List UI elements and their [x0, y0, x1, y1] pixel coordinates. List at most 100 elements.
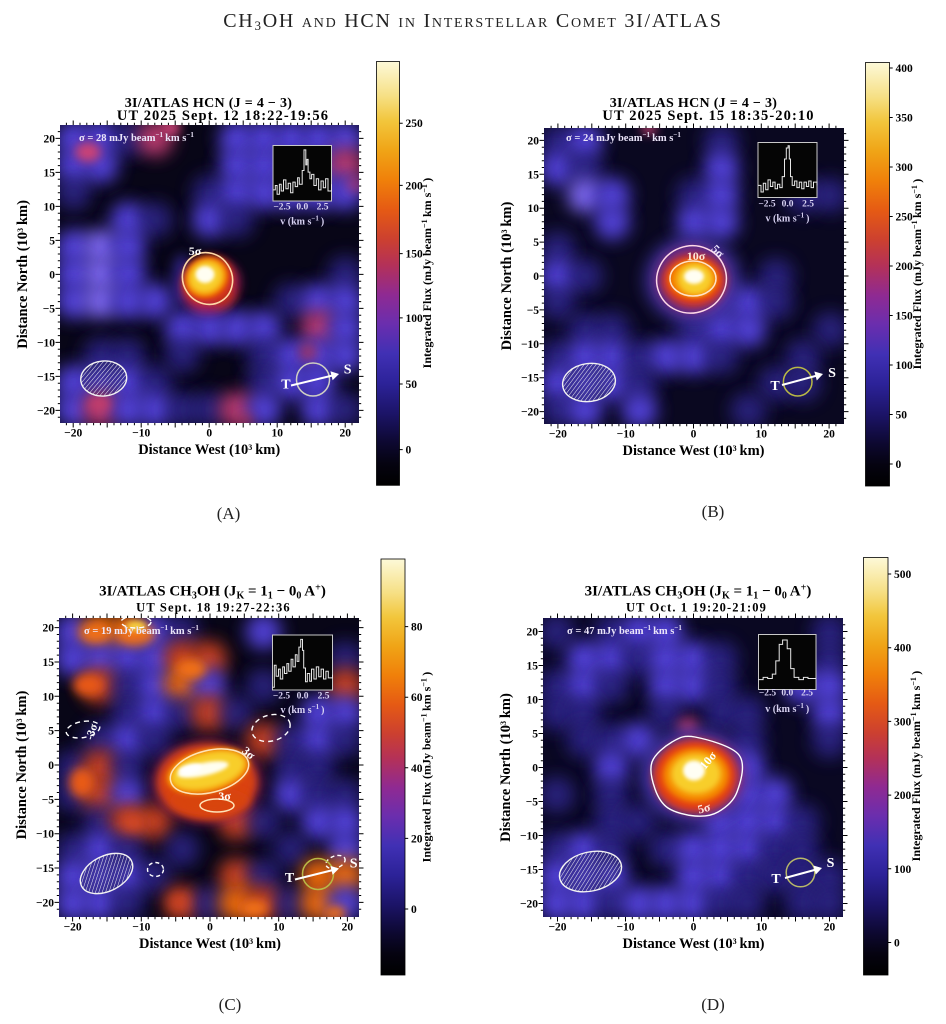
svg-text:0: 0 — [691, 429, 697, 441]
svg-text:Distance West (103 km): Distance West (103 km) — [623, 443, 765, 459]
svg-text:100: 100 — [894, 864, 912, 876]
svg-text:500: 500 — [894, 569, 912, 581]
svg-text:60: 60 — [411, 692, 423, 704]
svg-text:−15: −15 — [36, 863, 54, 875]
svg-text:20: 20 — [342, 922, 354, 934]
svg-text:0: 0 — [896, 459, 902, 471]
svg-text:−10: −10 — [132, 428, 150, 440]
svg-text:−20: −20 — [37, 405, 55, 417]
svg-text:5σ: 5σ — [696, 800, 712, 817]
svg-text:300: 300 — [894, 716, 912, 728]
svg-text:Distance West (103 km): Distance West (103 km) — [139, 936, 281, 952]
svg-text:−10: −10 — [36, 829, 54, 841]
svg-text:150: 150 — [406, 249, 424, 261]
svg-text:400: 400 — [896, 63, 914, 75]
svg-text:−10: −10 — [616, 922, 634, 934]
svg-text:200: 200 — [894, 790, 912, 802]
svg-text:−10: −10 — [617, 429, 635, 441]
svg-text:−20: −20 — [36, 897, 54, 909]
svg-text:400: 400 — [894, 643, 912, 655]
svg-text:UT Oct. 1 19:20-21:09: UT Oct. 1 19:20-21:09 — [626, 601, 767, 615]
svg-text:2.5: 2.5 — [801, 689, 813, 699]
svg-text:−20: −20 — [549, 429, 567, 441]
svg-text:σ = 24 mJy beam−1 km s−1: σ = 24 mJy beam−1 km s−1 — [566, 131, 683, 144]
svg-text:Integrated Flux (mJy beam−1 km: Integrated Flux (mJy beam−1 km s−1 ) — [420, 178, 434, 369]
svg-text:UT 2025 Sept. 12 18:22-19:56: UT 2025 Sept. 12 18:22-19:56 — [117, 108, 329, 124]
svg-text:0.0: 0.0 — [296, 203, 308, 213]
svg-text:200: 200 — [896, 261, 914, 273]
svg-text:10: 10 — [273, 922, 285, 934]
svg-text:50: 50 — [896, 410, 908, 422]
svg-text:(D): (D) — [701, 995, 725, 1014]
svg-text:0: 0 — [406, 445, 412, 457]
svg-text:−15: −15 — [520, 865, 538, 877]
svg-text:20: 20 — [824, 922, 836, 934]
svg-text:S: S — [828, 366, 836, 381]
svg-text:5: 5 — [48, 726, 54, 738]
svg-text:σ = 47 mJy beam−1 km s−1: σ = 47 mJy beam−1 km s−1 — [567, 624, 684, 637]
svg-text:0: 0 — [411, 904, 417, 916]
svg-text:3I/ATLAS HCN (J = 4 − 3): 3I/ATLAS HCN (J = 4 − 3) — [610, 96, 778, 111]
svg-text:0: 0 — [206, 428, 212, 440]
svg-text:350: 350 — [896, 113, 914, 125]
svg-text:20: 20 — [43, 623, 55, 635]
svg-text:−5: −5 — [526, 797, 539, 809]
svg-text:T: T — [770, 379, 780, 394]
svg-text:250: 250 — [896, 212, 914, 224]
svg-text:40: 40 — [411, 763, 423, 775]
svg-text:10: 10 — [528, 203, 540, 215]
svg-text:−5: −5 — [527, 305, 540, 317]
svg-text:S: S — [344, 363, 352, 378]
svg-text:−2.5: −2.5 — [759, 689, 777, 699]
svg-text:100: 100 — [406, 313, 424, 325]
svg-text:10σ: 10σ — [687, 249, 706, 263]
svg-text:0: 0 — [49, 269, 55, 281]
svg-text:20: 20 — [44, 133, 56, 145]
svg-text:3σ: 3σ — [218, 789, 231, 803]
svg-text:−10: −10 — [520, 831, 538, 843]
svg-text:20: 20 — [339, 428, 351, 440]
svg-text:Distance West (103 km): Distance West (103 km) — [623, 936, 765, 952]
svg-text:10: 10 — [756, 429, 768, 441]
svg-text:2.5: 2.5 — [802, 200, 814, 210]
svg-text:−20: −20 — [520, 899, 538, 911]
svg-text:80: 80 — [411, 622, 423, 634]
svg-text:3I/ATLAS CH3OH (JK = 11 − 00 A: 3I/ATLAS CH3OH (JK = 11 − 00 A+) — [585, 583, 812, 602]
svg-text:−10: −10 — [37, 337, 55, 349]
svg-text:Integrated Flux (mJy beam−1 km: Integrated Flux (mJy beam−1 km s−1 ) — [910, 179, 924, 370]
svg-text:Integrated Flux (mJy beam−1 km: Integrated Flux (mJy beam−1 km s−1 ) — [420, 672, 434, 863]
svg-text:10: 10 — [527, 695, 539, 707]
svg-text:20: 20 — [528, 135, 540, 147]
svg-text:20: 20 — [823, 429, 835, 441]
svg-text:S: S — [350, 857, 358, 872]
svg-text:UT 2025 Sept. 15 18:35-20:10: UT 2025 Sept. 15 18:35-20:10 — [602, 108, 814, 124]
svg-text:−10: −10 — [132, 922, 150, 934]
svg-text:200: 200 — [406, 180, 424, 192]
svg-text:0.0: 0.0 — [781, 689, 793, 699]
svg-text:0: 0 — [48, 760, 54, 772]
svg-text:0.0: 0.0 — [782, 200, 794, 210]
svg-text:0: 0 — [691, 922, 697, 934]
svg-text:10: 10 — [756, 922, 768, 934]
svg-text:3I/ATLAS CH3OH (JK = 11 − 00 A: 3I/ATLAS CH3OH (JK = 11 − 00 A+) — [99, 583, 326, 602]
svg-text:T: T — [285, 871, 295, 886]
svg-text:Distance North (103 km): Distance North (103 km) — [15, 200, 31, 349]
svg-text:Integrated Flux (mJy beam−1 km: Integrated Flux (mJy beam−1 km s−1 ) — [909, 671, 923, 862]
svg-text:CH3OH and HCN in Interstellar: CH3OH and HCN in Interstellar Comet 3I/A… — [223, 10, 723, 33]
svg-text:T: T — [771, 872, 781, 887]
svg-text:−15: −15 — [521, 373, 539, 385]
svg-text:3I/ATLAS HCN (J = 4 − 3): 3I/ATLAS HCN (J = 4 − 3) — [125, 96, 293, 111]
svg-text:300: 300 — [896, 162, 914, 174]
svg-text:5: 5 — [533, 237, 539, 249]
svg-text:(B): (B) — [702, 502, 725, 521]
svg-text:0: 0 — [532, 763, 538, 775]
svg-text:20: 20 — [411, 833, 423, 845]
svg-text:15: 15 — [528, 169, 540, 181]
svg-text:−20: −20 — [64, 428, 82, 440]
svg-text:−2.5: −2.5 — [758, 200, 776, 210]
svg-text:−10: −10 — [521, 339, 539, 351]
svg-text:5σ: 5σ — [189, 244, 202, 258]
svg-text:S: S — [827, 856, 835, 871]
svg-text:Distance North (103 km): Distance North (103 km) — [498, 693, 514, 842]
svg-text:−5: −5 — [42, 794, 55, 806]
